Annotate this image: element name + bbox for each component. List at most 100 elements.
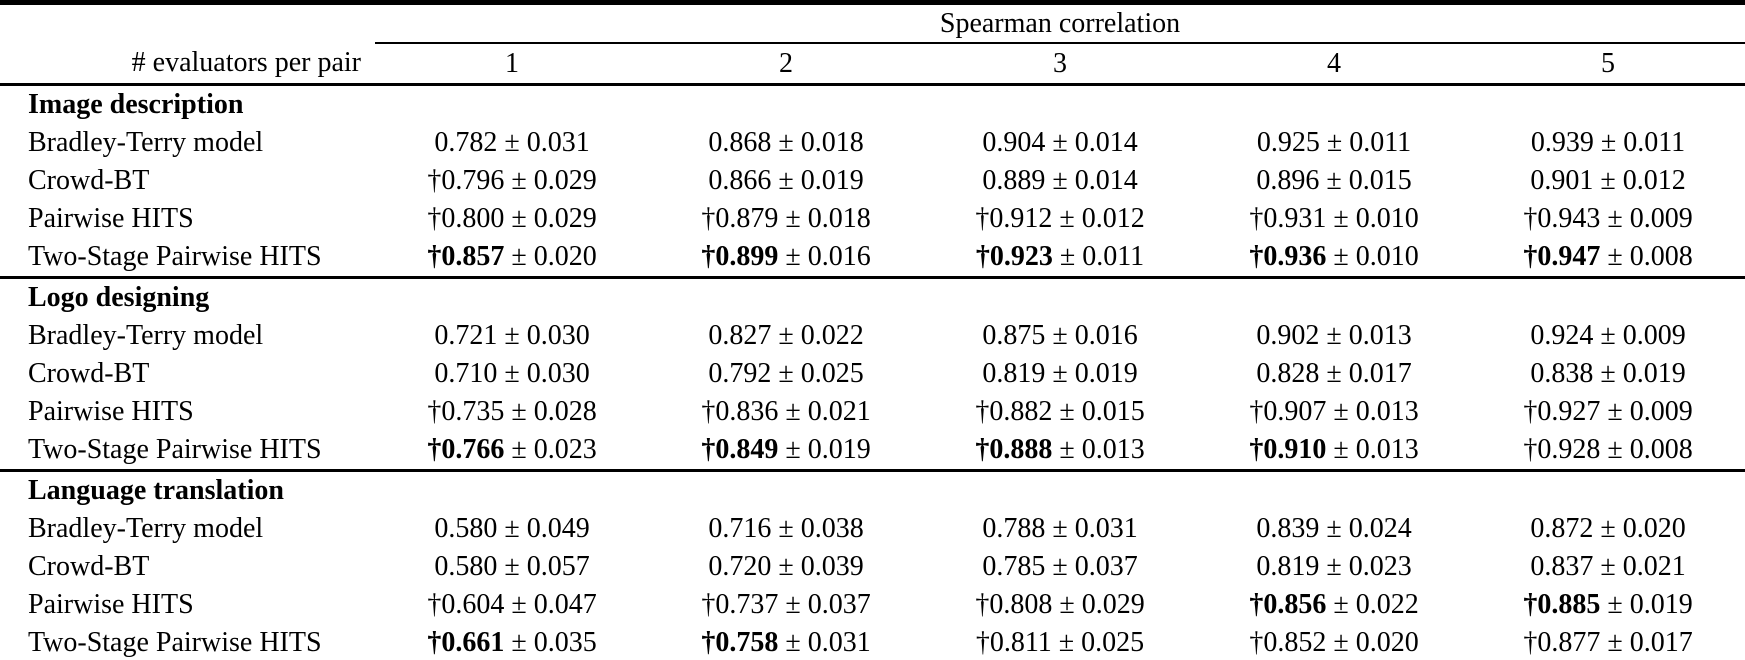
plus-minus-symbol: ± (1052, 165, 1068, 196)
cell-value: 0.879 (715, 203, 779, 234)
table-cell: †0.856 ±0.022 (1197, 586, 1471, 624)
table-cell: †0.907 ±0.013 (1197, 393, 1471, 431)
cell-value: 0.788 (982, 513, 1046, 544)
cell-error: 0.019 (1629, 589, 1693, 620)
table-cell: †0.882 ±0.015 (923, 393, 1197, 431)
cell-error: 0.015 (1081, 396, 1145, 427)
cell-value: 0.936 (1263, 241, 1327, 272)
cell-error: 0.022 (1355, 589, 1419, 620)
plus-minus-symbol: ± (504, 513, 520, 544)
cell-value: 0.875 (982, 320, 1046, 351)
dagger-icon: † (1523, 396, 1538, 427)
table-row: Bradley-Terry model 0.782 ±0.031 0.868 ±0.01… (0, 124, 1745, 162)
plus-minus-symbol: ± (1052, 358, 1068, 389)
table-row: Pairwise HITS †0.604 ±0.047 †0.737 ±0.037 †0.… (0, 586, 1745, 624)
table-cell: 0.580 ±0.049 (375, 510, 649, 548)
plus-minus-symbol: ± (1059, 396, 1075, 427)
row-label: Bradley-Terry model (28, 127, 264, 158)
dagger-icon: † (427, 589, 442, 620)
table-cell: †0.931 ±0.010 (1197, 200, 1471, 238)
cell-error: 0.019 (1074, 358, 1138, 389)
dagger-icon: † (975, 627, 990, 658)
cell-value: 0.811 (989, 627, 1052, 658)
cell-value: 0.882 (989, 396, 1053, 427)
table-cell: 0.828 ±0.017 (1197, 355, 1471, 393)
cell-error: 0.023 (533, 434, 597, 465)
cell-value: 0.888 (989, 434, 1053, 465)
table-header: Spearman correlation # evaluators per pa… (0, 2, 1745, 86)
row-label: Crowd-BT (28, 358, 150, 389)
plus-minus-symbol: ± (511, 165, 527, 196)
cell-error: 0.011 (1082, 241, 1145, 272)
table-cell: 0.837 ±0.021 (1471, 548, 1745, 586)
plus-minus-symbol: ± (1326, 165, 1342, 196)
table-cell: 0.872 ±0.020 (1471, 510, 1745, 548)
table-cell: †0.928 ±0.008 (1471, 431, 1745, 471)
plus-minus-symbol: ± (1059, 589, 1075, 620)
cell-error: 0.012 (1622, 165, 1686, 196)
dagger-icon: † (427, 241, 442, 272)
table-row: Pairwise HITS †0.800 ±0.029 †0.879 ±0.018 †0.… (0, 200, 1745, 238)
table-cell: 0.939 ±0.011 (1471, 124, 1745, 162)
table-cell: 0.819 ±0.019 (923, 355, 1197, 393)
plus-minus-symbol: ± (1326, 358, 1342, 389)
cell-error: 0.021 (807, 396, 871, 427)
cell-value: 0.837 (1530, 551, 1594, 582)
cell-value: 0.580 (434, 513, 498, 544)
plus-minus-symbol: ± (511, 396, 527, 427)
row-label: Two-Stage Pairwise HITS (28, 241, 322, 272)
cell-error: 0.019 (807, 434, 871, 465)
cell-value: 0.901 (1530, 165, 1594, 196)
column-header-2: 2 (649, 43, 923, 86)
plus-minus-symbol: ± (1333, 589, 1349, 620)
cell-value: 0.928 (1537, 434, 1601, 465)
table-row: Bradley-Terry model 0.721 ±0.030 0.827 ±0.02… (0, 317, 1745, 355)
cell-error: 0.010 (1355, 203, 1419, 234)
cell-value: 0.857 (441, 241, 505, 272)
dagger-icon: † (701, 589, 716, 620)
table-cell: 0.788 ±0.031 (923, 510, 1197, 548)
column-header-4: 4 (1197, 43, 1471, 86)
table-cell: †0.857 ±0.020 (375, 238, 649, 278)
cell-error: 0.024 (1348, 513, 1412, 544)
cell-value: 0.856 (1263, 589, 1327, 620)
cell-error: 0.021 (1622, 551, 1686, 582)
cell-value: 0.720 (708, 551, 772, 582)
table-row: Two-Stage Pairwise HITS †0.661 ±0.035 †0.75… (0, 624, 1745, 660)
plus-minus-symbol: ± (1333, 396, 1349, 427)
cell-error: 0.030 (526, 358, 590, 389)
column-header-3: 3 (923, 43, 1197, 86)
cell-value: 0.819 (982, 358, 1046, 389)
cell-value: 0.785 (982, 551, 1046, 582)
table-cell: 0.901 ±0.012 (1471, 162, 1745, 200)
cell-value: 0.927 (1537, 396, 1601, 427)
plus-minus-symbol: ± (511, 203, 527, 234)
table-row: Two-Stage Pairwise HITS †0.857 ±0.020 †0.89… (0, 238, 1745, 278)
cell-value: 0.796 (441, 165, 505, 196)
section-title-row: Logo designing (0, 276, 1745, 317)
cell-error: 0.037 (1074, 551, 1138, 582)
cell-value: 0.782 (434, 127, 498, 158)
table-cell: 0.792 ±0.025 (649, 355, 923, 393)
plus-minus-symbol: ± (1059, 241, 1076, 272)
cell-error: 0.018 (800, 127, 864, 158)
dagger-icon: † (1523, 434, 1538, 465)
cell-error: 0.025 (1081, 627, 1145, 658)
table-cell: †0.796 ±0.029 (375, 162, 649, 200)
section-title-row: Language translation (0, 469, 1745, 510)
dagger-icon: † (701, 434, 716, 465)
table-cell: †0.836 ±0.021 (649, 393, 923, 431)
section-title: Image description (28, 89, 244, 120)
cell-value: 0.889 (982, 165, 1046, 196)
column-header-row: # evaluators per pair 1 2 3 4 5 (0, 43, 1745, 86)
dagger-icon: † (975, 589, 990, 620)
plus-minus-symbol: ± (511, 241, 527, 272)
plus-minus-symbol: ± (785, 589, 801, 620)
cell-error: 0.020 (533, 241, 597, 272)
row-label: Crowd-BT (28, 165, 150, 196)
cell-value: 0.866 (708, 165, 772, 196)
cell-value: 0.836 (715, 396, 779, 427)
cell-value: 0.737 (715, 589, 779, 620)
table-cell: †0.943 ±0.009 (1471, 200, 1745, 238)
plus-minus-symbol: ± (1607, 434, 1623, 465)
